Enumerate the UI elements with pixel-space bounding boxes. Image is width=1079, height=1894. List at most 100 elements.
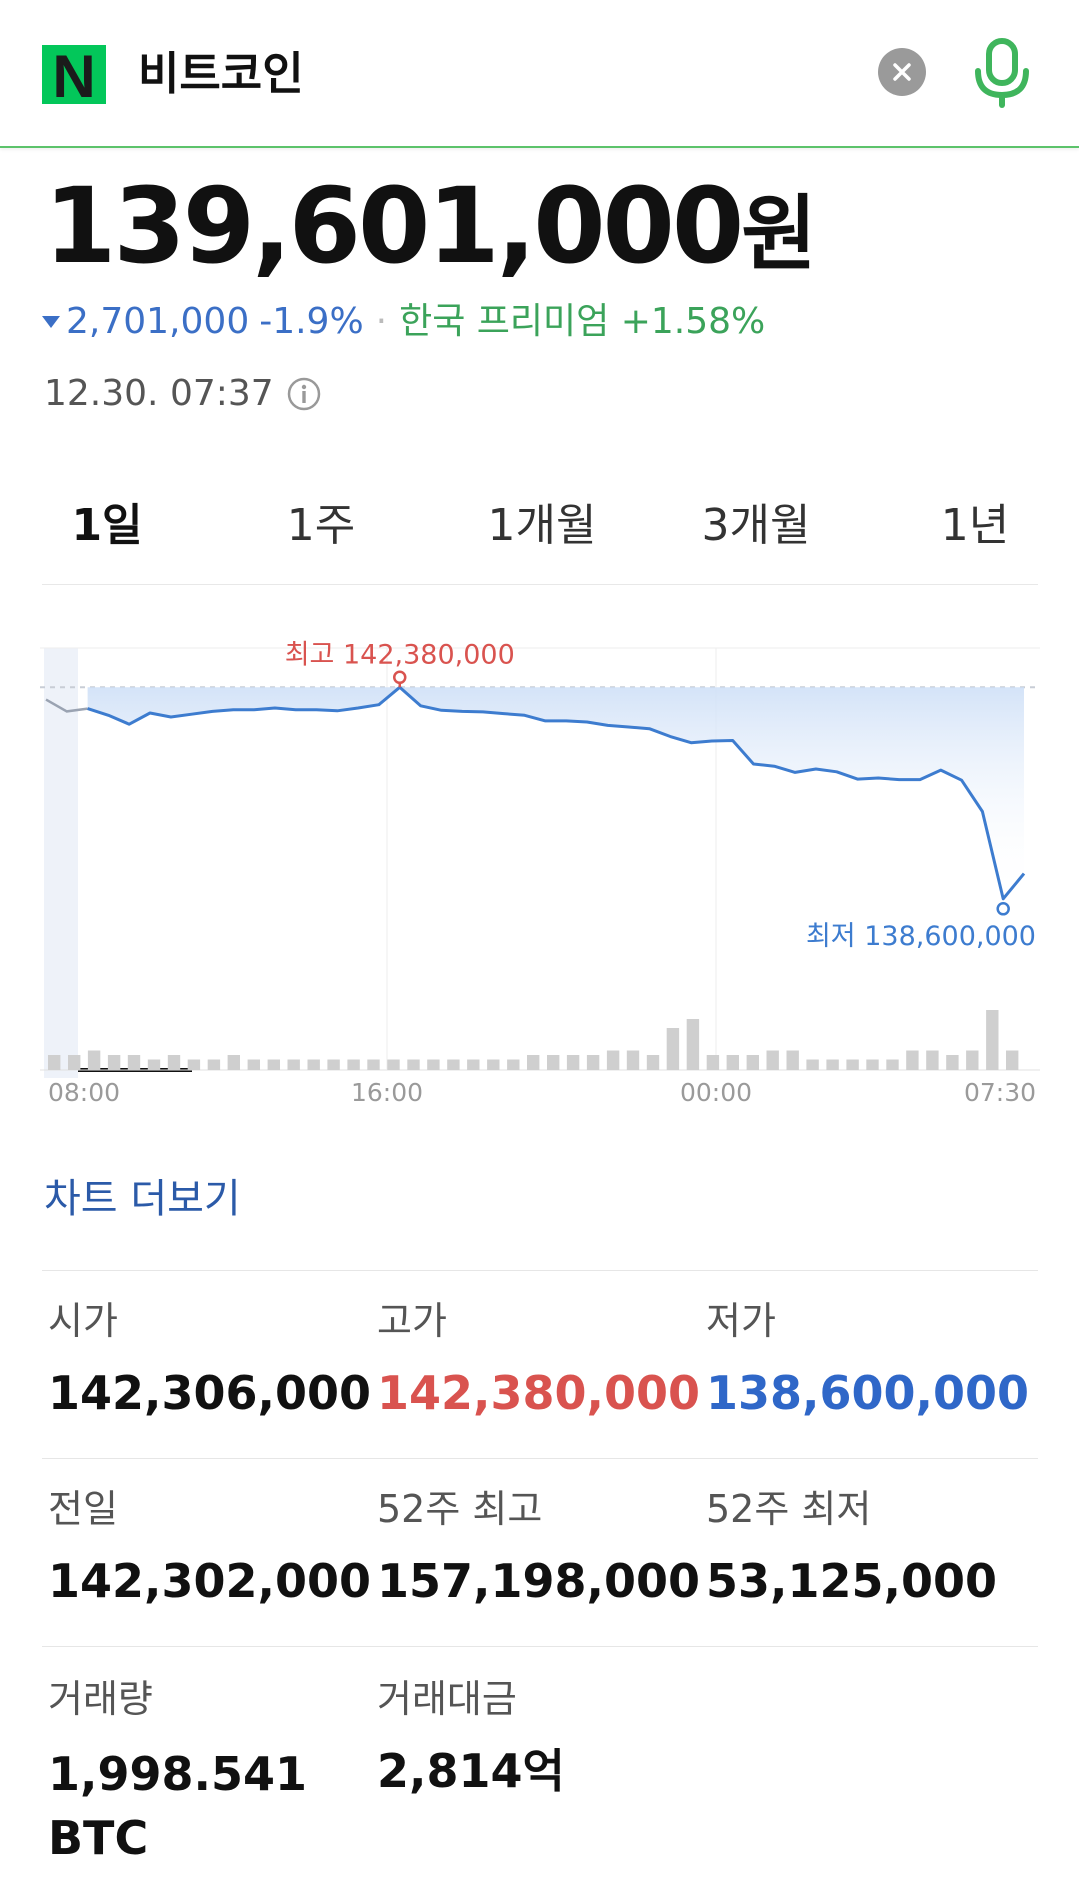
naver-logo-icon[interactable]: N [42,45,106,104]
x-tick-label: 08:00 [48,1078,120,1107]
stat-value: 157,198,000 [377,1554,701,1608]
volume-bar [547,1055,560,1070]
stat-label: 거래량 [48,1677,153,1721]
volume-bar [686,1019,700,1070]
divider [42,1270,1038,1271]
search-header: N 비트코인 [0,0,1079,148]
volume-bar [566,1055,580,1070]
x-tick-label: 00:00 [680,1078,752,1107]
volume-bar [906,1050,919,1070]
tab-3-months[interactable]: 3개월 [701,500,811,551]
volume-bar [327,1059,340,1070]
volume-bar [507,1059,520,1070]
stat-volume: 거래량 1,998.541 BTC [48,1674,307,1870]
stat-label: 52주 최저 [706,1487,872,1531]
timestamp-text: 12.30. 07:37 [44,373,274,414]
volume-bar [107,1055,121,1070]
volume-bar [87,1050,101,1070]
volume-bar [886,1059,899,1070]
volume-bar [626,1050,640,1070]
microphone-icon[interactable] [972,37,1032,109]
volume-bar [307,1059,320,1070]
tab-1-day[interactable]: 1일 [71,500,143,551]
volume-bar [487,1059,500,1070]
period-tabs: 1일 1주 1개월 3개월 1년 [42,490,1038,1072]
price-change-row: 2,701,000 -1.9% · 한국 프리미엄 +1.58% [42,298,765,346]
low-label: 최저 138,600,000 [806,921,1036,952]
volume-bar [387,1059,400,1070]
stat-value: 138,600,000 [706,1366,1030,1420]
stat-value: 2,814억 [377,1744,565,1798]
high-label: 최고 142,380,000 [285,640,515,670]
volume-bar [586,1055,600,1070]
down-arrow-icon [42,316,60,328]
close-icon [893,63,911,81]
volume-bar [68,1055,81,1070]
stat-label: 52주 최고 [377,1487,543,1531]
current-price: 139,601,000원 [44,166,817,295]
stat-value: 142,380,000 [377,1366,701,1420]
stat-open: 시가 142,306,000 [48,1296,371,1422]
stat-label: 거래대금 [377,1677,517,1721]
volume-bar [48,1055,61,1070]
volume-bar [666,1028,680,1070]
high-marker [392,670,407,685]
tab-1-year[interactable]: 1년 [940,500,1010,551]
volume-bar [946,1055,959,1070]
stat-value: 1,998.541 BTC [48,1742,307,1870]
volume-unit: BTC [48,1811,149,1865]
volume-bar [427,1059,440,1070]
volume-bar [646,1055,660,1070]
more-chart-link[interactable]: 차트 더보기 [44,1176,241,1222]
x-tick-label: 07:30 [964,1078,1036,1107]
price-value: 139,601,000 [44,165,744,287]
logo-letter: N [52,45,95,104]
stat-value: 53,125,000 [706,1554,998,1608]
stat-label: 저가 [706,1299,776,1343]
stat-value: 142,306,000 [48,1366,372,1420]
price-area-fill [87,687,1025,899]
search-input[interactable]: 비트코인 [138,47,304,100]
volume-bar [187,1059,201,1070]
x-tick-label: 16:00 [351,1078,423,1107]
divider [42,1458,1038,1459]
divider [42,1646,1038,1647]
stat-low: 저가 138,600,000 [706,1296,1029,1422]
price-chart[interactable]: 최고 142,380,000 최저 138,600,000 08:00 16:00 00… [40,640,1040,1110]
timestamp: 12.30. 07:37 [44,370,322,418]
volume-bar [347,1059,360,1070]
info-icon[interactable] [286,376,322,412]
volume-bar [1006,1050,1019,1070]
volume-bar [826,1059,839,1070]
volume-bar [287,1059,300,1070]
volume-bar [167,1055,181,1070]
volume-bar [447,1059,460,1070]
volume-bar [786,1050,799,1070]
tab-1-month[interactable]: 1개월 [487,500,597,551]
clear-search-button[interactable] [878,48,926,96]
stat-value: 142,302,000 [48,1554,372,1608]
stat-label: 전일 [48,1487,118,1531]
stat-label: 시가 [48,1299,118,1343]
volume-bar [367,1059,380,1070]
volume-bar [846,1059,859,1070]
tab-1-week[interactable]: 1주 [286,500,356,551]
change-amount: 2,701,000 [66,301,250,342]
volume-bar [726,1055,739,1070]
volume-bar [966,1050,979,1070]
volume-bar [127,1055,141,1070]
separator-dot: · [375,301,388,342]
volume-bar [706,1055,720,1070]
change-percent: -1.9% [259,301,364,342]
korea-premium: 한국 프리미엄 +1.58% [399,301,766,342]
stat-trade-value: 거래대금 2,814억 [377,1674,565,1800]
volume-bar [746,1055,759,1070]
volume-bar [267,1059,280,1070]
volume-bar [766,1050,779,1070]
volume-bar [467,1059,480,1070]
volume-bar [866,1059,879,1070]
volume-bar [606,1050,620,1070]
volume-bar [227,1055,240,1070]
pre-market-shade [44,648,78,1078]
volume-bar [247,1059,260,1070]
